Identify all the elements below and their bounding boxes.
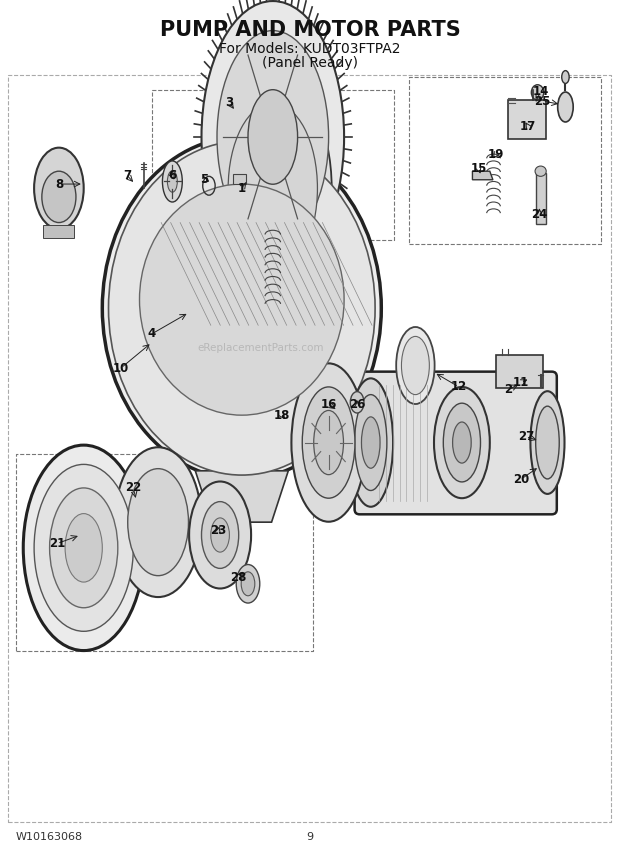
Ellipse shape	[214, 76, 332, 300]
Ellipse shape	[65, 514, 102, 582]
Ellipse shape	[102, 137, 381, 479]
Text: 27: 27	[518, 430, 534, 443]
Ellipse shape	[24, 445, 144, 651]
Bar	[232, 174, 246, 184]
Ellipse shape	[42, 171, 76, 223]
Ellipse shape	[350, 392, 364, 413]
Ellipse shape	[453, 422, 471, 463]
Ellipse shape	[50, 488, 118, 608]
Ellipse shape	[140, 184, 344, 415]
Ellipse shape	[355, 395, 387, 490]
Ellipse shape	[562, 71, 569, 84]
Ellipse shape	[291, 364, 366, 522]
Polygon shape	[472, 171, 493, 180]
Text: For Models: KUDT03FTPA2: For Models: KUDT03FTPA2	[219, 42, 401, 56]
Bar	[508, 100, 546, 139]
Ellipse shape	[531, 391, 564, 494]
Bar	[496, 355, 542, 388]
Text: 23: 23	[210, 524, 226, 538]
Ellipse shape	[536, 407, 559, 479]
Ellipse shape	[228, 104, 317, 273]
Ellipse shape	[348, 378, 393, 507]
Text: 28: 28	[231, 571, 247, 585]
Text: 22: 22	[125, 481, 141, 495]
Ellipse shape	[115, 448, 202, 597]
Text: 10: 10	[113, 361, 129, 375]
Ellipse shape	[535, 166, 546, 176]
Text: 18: 18	[274, 408, 290, 422]
Ellipse shape	[314, 411, 343, 475]
Text: 9: 9	[306, 832, 314, 842]
Ellipse shape	[189, 482, 251, 589]
Text: 1: 1	[237, 181, 246, 195]
Text: 11: 11	[513, 376, 529, 389]
Ellipse shape	[202, 502, 239, 568]
Ellipse shape	[202, 1, 344, 273]
Text: 20: 20	[513, 473, 529, 486]
Text: 7: 7	[123, 169, 131, 182]
Text: 21: 21	[49, 537, 65, 550]
FancyBboxPatch shape	[355, 372, 557, 514]
Ellipse shape	[167, 171, 177, 193]
Ellipse shape	[248, 90, 298, 184]
Ellipse shape	[434, 387, 490, 498]
Bar	[254, 218, 291, 257]
Ellipse shape	[303, 387, 355, 498]
Ellipse shape	[108, 141, 375, 475]
Text: 4: 4	[148, 327, 156, 341]
Text: W10163068: W10163068	[16, 832, 82, 842]
Ellipse shape	[402, 336, 429, 395]
Text: 6: 6	[168, 169, 177, 182]
Text: 5: 5	[200, 173, 209, 187]
Polygon shape	[195, 471, 288, 522]
Ellipse shape	[217, 31, 329, 243]
Text: (Panel Ready): (Panel Ready)	[262, 56, 358, 70]
Ellipse shape	[361, 417, 380, 468]
Ellipse shape	[236, 565, 260, 603]
Bar	[536, 173, 546, 224]
Text: 12: 12	[451, 380, 467, 394]
Text: 14: 14	[533, 85, 549, 98]
Text: 17: 17	[520, 120, 536, 134]
Ellipse shape	[558, 92, 574, 122]
Text: 19: 19	[488, 147, 504, 161]
Ellipse shape	[443, 403, 480, 482]
Text: 2: 2	[504, 383, 513, 396]
Ellipse shape	[396, 327, 435, 404]
Text: 25: 25	[534, 94, 551, 108]
Ellipse shape	[128, 469, 188, 576]
Ellipse shape	[34, 465, 133, 632]
Ellipse shape	[241, 572, 255, 596]
Text: 26: 26	[349, 397, 365, 411]
Bar	[43, 225, 74, 238]
Text: 3: 3	[225, 96, 234, 110]
Ellipse shape	[531, 85, 544, 100]
Text: 8: 8	[55, 177, 63, 191]
Ellipse shape	[211, 518, 229, 552]
Ellipse shape	[34, 148, 84, 229]
Text: 24: 24	[531, 207, 547, 221]
Text: PUMP AND MOTOR PARTS: PUMP AND MOTOR PARTS	[159, 20, 461, 40]
Text: 15: 15	[471, 162, 487, 175]
Text: 16: 16	[321, 397, 337, 411]
Text: eReplacementParts.com: eReplacementParts.com	[197, 343, 324, 354]
Ellipse shape	[162, 161, 182, 202]
